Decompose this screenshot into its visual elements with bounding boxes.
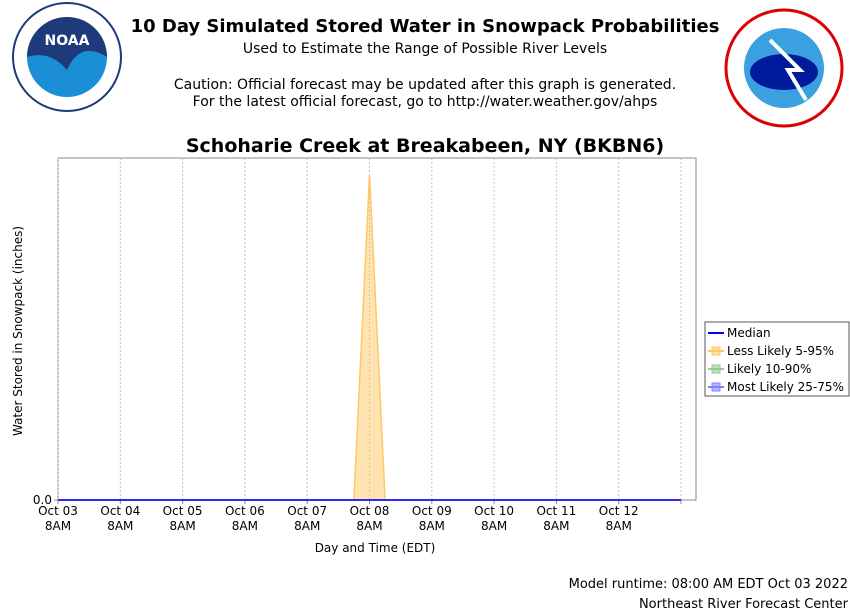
svg-text:NOAA: NOAA xyxy=(45,33,90,49)
legend-label: Likely 10-90% xyxy=(727,362,811,376)
title: 10 Day Simulated Stored Water in Snowpac… xyxy=(131,16,720,37)
x-tick-label: 8AM xyxy=(356,519,382,533)
x-tick-label: 8AM xyxy=(294,519,320,533)
caution: For the latest official forecast, go to … xyxy=(193,94,658,110)
x-tick-label: 8AM xyxy=(481,519,507,533)
legend xyxy=(704,321,850,397)
x-tick-label: Oct 05 xyxy=(163,504,203,518)
center: Northeast River Forecast Center xyxy=(639,597,849,612)
x-tick-label: Oct 10 xyxy=(474,504,514,518)
runtime: Model runtime: 08:00 AM EDT Oct 03 2022 xyxy=(569,577,848,592)
subtitle: Used to Estimate the Range of Possible R… xyxy=(243,41,607,57)
legend-label: Less Likely 5-95% xyxy=(727,344,834,358)
x-tick-label: 8AM xyxy=(543,519,569,533)
x-tick-label: 8AM xyxy=(232,519,258,533)
x-tick-label: Oct 08 xyxy=(350,504,390,518)
legend-swatch xyxy=(711,346,721,356)
legend-swatch xyxy=(711,382,721,392)
x-tick-label: 8AM xyxy=(169,519,195,533)
y-axis-label: Water Stored in Snowpack (inches) xyxy=(11,226,25,436)
x-tick-label: 8AM xyxy=(419,519,445,533)
legend-label: Median xyxy=(727,326,771,340)
legend-label: Most Likely 25-75% xyxy=(727,380,844,394)
y-tick-label: 0.0 xyxy=(33,493,52,507)
noaa-logo: NOAA xyxy=(12,2,122,112)
caution: Caution: Official forecast may be update… xyxy=(174,77,676,93)
legend-swatch xyxy=(711,364,721,374)
x-tick-label: Oct 06 xyxy=(225,504,265,518)
x-tick-label: Oct 12 xyxy=(599,504,639,518)
x-tick-label: Oct 03 xyxy=(38,504,78,518)
x-tick-label: Oct 11 xyxy=(536,504,576,518)
x-tick-label: 8AM xyxy=(107,519,133,533)
x-tick-label: Oct 07 xyxy=(287,504,327,518)
nws-logo xyxy=(724,8,844,128)
x-tick-label: Oct 04 xyxy=(100,504,140,518)
x-tick-label: 8AM xyxy=(606,519,632,533)
x-tick-label: 8AM xyxy=(45,519,71,533)
x-axis-label: Day and Time (EDT) xyxy=(315,541,436,555)
x-tick-label: Oct 09 xyxy=(412,504,452,518)
chart-title: Schoharie Creek at Breakabeen, NY (BKBN6… xyxy=(186,135,664,157)
